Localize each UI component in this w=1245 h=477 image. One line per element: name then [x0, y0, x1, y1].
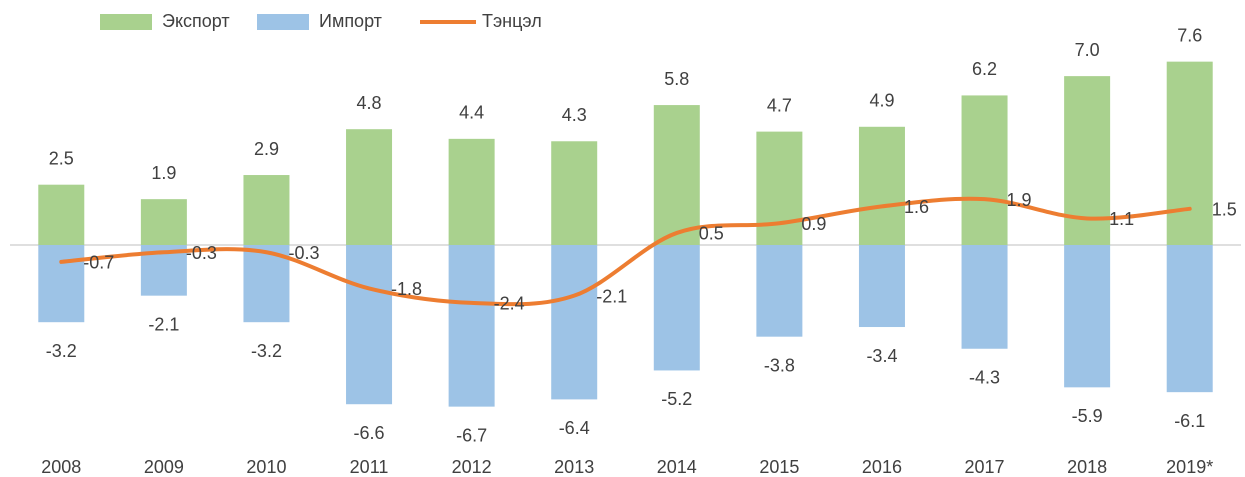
bar: [653, 245, 700, 371]
data-label: -2.4: [494, 294, 525, 314]
data-label: 2.9: [254, 139, 279, 159]
bar: [961, 95, 1008, 245]
data-label: -3.8: [764, 355, 795, 375]
data-label: -0.3: [288, 243, 319, 263]
data-label: 4.8: [357, 93, 382, 113]
bar: [346, 129, 393, 245]
bar: [1166, 245, 1213, 393]
data-label: 4.7: [767, 95, 792, 115]
x-tick-label: 2008: [41, 457, 81, 477]
data-label: 1.5: [1212, 200, 1237, 220]
data-label: -3.4: [866, 346, 897, 366]
data-label: 4.9: [869, 91, 894, 111]
data-label: 4.3: [562, 105, 587, 125]
x-tick-label: 2010: [246, 457, 286, 477]
data-label: 5.8: [664, 69, 689, 89]
data-label: -3.2: [46, 341, 77, 361]
bar: [346, 245, 393, 405]
data-label: 0.5: [699, 224, 724, 244]
data-label: 1.1: [1109, 209, 1134, 229]
x-tick-label: 2013: [554, 457, 594, 477]
legend-swatch: [100, 14, 152, 30]
data-label: -3.2: [251, 341, 282, 361]
data-label: 4.4: [459, 103, 484, 123]
x-tick-label: 2016: [862, 457, 902, 477]
data-label: -6.6: [354, 423, 385, 443]
bar: [858, 245, 905, 328]
data-label: -6.7: [456, 425, 487, 445]
bar: [1064, 245, 1111, 388]
data-label: -5.2: [661, 389, 692, 409]
data-label: -6.1: [1174, 411, 1205, 431]
data-label: 1.9: [1007, 190, 1032, 210]
data-label: -0.3: [186, 243, 217, 263]
data-label: -2.1: [148, 314, 179, 334]
data-label: -6.4: [559, 418, 590, 438]
x-tick-label: 2009: [144, 457, 184, 477]
x-tick-label: 2014: [657, 457, 697, 477]
bar: [448, 245, 495, 407]
x-tick-label: 2019*: [1166, 457, 1213, 477]
bar: [961, 245, 1008, 349]
legend-label: Тэнцэл: [482, 11, 542, 31]
x-tick-label: 2011: [350, 457, 389, 477]
data-label: -0.7: [83, 253, 114, 273]
x-tick-label: 2012: [452, 457, 492, 477]
data-label: -4.3: [969, 367, 1000, 387]
data-label: 7.0: [1075, 40, 1100, 60]
bar: [756, 131, 803, 245]
bar: [551, 141, 598, 245]
x-tick-label: 2015: [759, 457, 799, 477]
legend-label: Экспорт: [162, 11, 230, 31]
data-label: 0.9: [801, 214, 826, 234]
line: [59, 196, 1192, 307]
data-label: 2.5: [49, 148, 74, 168]
bar: [756, 245, 803, 337]
x-tick-label: 2018: [1067, 457, 1107, 477]
bar: [653, 105, 700, 245]
bar: [243, 175, 290, 245]
bar: [38, 184, 85, 245]
data-label: 1.9: [151, 163, 176, 183]
x-tick-label: 2017: [965, 457, 1005, 477]
data-label: -2.1: [596, 286, 627, 306]
legend-label: Импорт: [319, 11, 382, 31]
bar: [551, 245, 598, 400]
data-label: 7.6: [1177, 25, 1202, 45]
data-label: 6.2: [972, 59, 997, 79]
data-label: -5.9: [1072, 406, 1103, 426]
data-label: -1.8: [391, 279, 422, 299]
data-label: 1.6: [904, 197, 929, 217]
bar: [38, 245, 85, 323]
bar: [140, 199, 187, 245]
bar: [858, 126, 905, 245]
bar: [1166, 61, 1213, 246]
legend-swatch: [257, 14, 309, 30]
bar: [448, 138, 495, 245]
